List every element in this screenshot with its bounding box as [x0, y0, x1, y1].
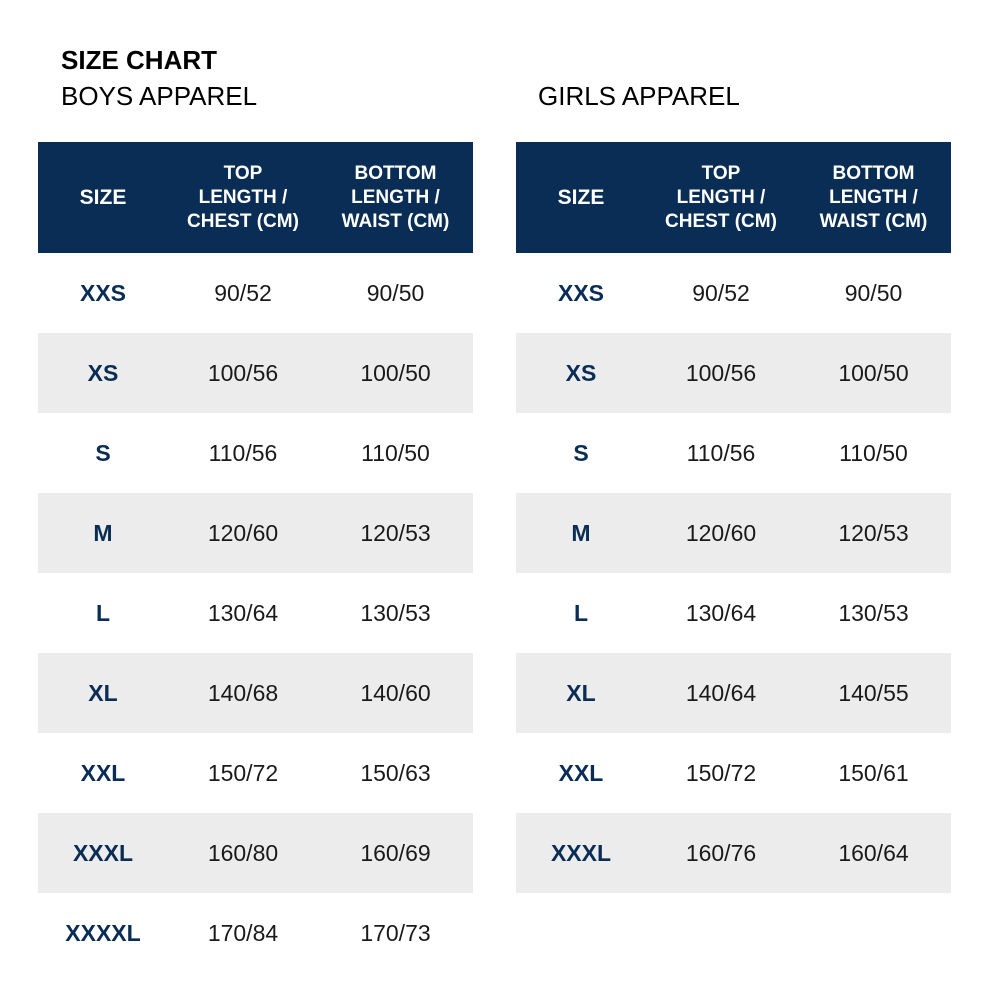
- top-cell: 160/76: [646, 813, 796, 893]
- header-line: CHEST (CM): [187, 210, 299, 232]
- size-column-header: SIZE: [38, 142, 168, 253]
- header-line: LENGTH /: [676, 186, 766, 208]
- bottom-cell: 160/69: [318, 813, 473, 893]
- size-cell: M: [516, 493, 646, 573]
- table-row: S 110/56 110/50: [516, 413, 951, 493]
- boys-section-title: BOYS APPAREL: [61, 81, 258, 111]
- top-cell: 120/60: [646, 493, 796, 573]
- bottom-cell: 140/60: [318, 653, 473, 733]
- bottom-cell: 130/53: [838, 599, 909, 626]
- header-line: LENGTH /: [829, 186, 918, 208]
- top-cell: 140/68: [168, 653, 318, 733]
- bottom-cell: 150/61: [838, 759, 909, 786]
- bottom-cell: 110/50: [839, 439, 908, 466]
- table-row: XXXL 160/80 160/69: [38, 813, 473, 893]
- table-row: XL 140/64 140/55: [516, 653, 951, 733]
- table-row: XS 100/56 100/50: [516, 333, 951, 413]
- top-cell: 90/52: [214, 279, 272, 306]
- table-row: M 120/60 120/53: [516, 493, 951, 573]
- size-cell: M: [38, 493, 168, 573]
- table-row: XXL 150/72 150/61: [516, 733, 951, 813]
- table-row: XXXL 160/76 160/64: [516, 813, 951, 893]
- table-row: XXS 90/52 90/50: [516, 253, 951, 333]
- table-row: M 120/60 120/53: [38, 493, 473, 573]
- size-cell: XL: [516, 653, 646, 733]
- top-cell: 90/52: [692, 279, 750, 306]
- size-cell: XXS: [557, 279, 605, 306]
- table-row: XXL 150/72 150/63: [38, 733, 473, 813]
- top-cell: 160/80: [168, 813, 318, 893]
- bottom-column-header: BOTTOM LENGTH / WAIST (CM): [318, 142, 473, 253]
- size-cell: XXL: [558, 759, 604, 786]
- top-column-header: TOP LENGTH / CHEST (CM): [646, 142, 796, 253]
- top-cell: 130/64: [207, 599, 279, 626]
- table-row: L 130/64 130/53: [38, 573, 473, 653]
- size-cell: XL: [38, 653, 168, 733]
- top-cell: 110/56: [208, 439, 278, 466]
- size-cell: XXXL: [516, 813, 646, 893]
- bottom-cell: 140/55: [796, 653, 951, 733]
- top-cell: 150/72: [207, 759, 279, 786]
- bottom-cell: 170/73: [360, 919, 431, 946]
- header-line: BOTTOM: [832, 162, 915, 184]
- girls-section-title: GIRLS APPAREL: [538, 81, 740, 111]
- size-cell: XS: [516, 333, 646, 413]
- size-column-header: SIZE: [516, 142, 646, 253]
- bottom-cell: 120/53: [796, 493, 951, 573]
- header-line: TOP: [223, 162, 263, 184]
- bottom-cell: 120/53: [318, 493, 473, 573]
- top-cell: 120/60: [168, 493, 318, 573]
- bottom-cell: 130/53: [360, 599, 431, 626]
- header-line: BOTTOM: [354, 162, 437, 184]
- girls-size-table: SIZE TOP LENGTH / CHEST (CM) BOTTOM LENG…: [516, 142, 951, 893]
- size-cell: L: [95, 599, 111, 626]
- bottom-column-header: BOTTOM LENGTH / WAIST (CM): [796, 142, 951, 253]
- table-row: XXXXL 170/84 170/73: [38, 893, 473, 973]
- size-cell: XXXXL: [65, 919, 141, 946]
- header-line: TOP: [701, 162, 741, 184]
- size-cell: S: [573, 439, 589, 466]
- size-cell: XXS: [79, 279, 127, 306]
- top-cell: 100/56: [168, 333, 318, 413]
- table-row: XXS 90/52 90/50: [38, 253, 473, 333]
- table-row: L 130/64 130/53: [516, 573, 951, 653]
- bottom-cell: 100/50: [796, 333, 951, 413]
- header-line: WAIST (CM): [341, 210, 450, 232]
- bottom-cell: 110/50: [361, 439, 430, 466]
- top-cell: 150/72: [685, 759, 757, 786]
- table-row: XS 100/56 100/50: [38, 333, 473, 413]
- bottom-cell: 100/50: [318, 333, 473, 413]
- header-line: CHEST (CM): [665, 210, 777, 232]
- bottom-cell: 90/50: [844, 279, 903, 306]
- header-line: LENGTH /: [351, 186, 440, 208]
- bottom-cell: 160/64: [796, 813, 951, 893]
- bottom-cell: 90/50: [366, 279, 425, 306]
- size-cell: XXXL: [38, 813, 168, 893]
- table-header-row: SIZE TOP LENGTH / CHEST (CM) BOTTOM LENG…: [38, 142, 473, 253]
- top-cell: 110/56: [686, 439, 756, 466]
- top-cell: 100/56: [646, 333, 796, 413]
- table-row: S 110/56 110/50: [38, 413, 473, 493]
- top-cell: 130/64: [685, 599, 757, 626]
- bottom-cell: 150/63: [360, 759, 431, 786]
- size-cell: S: [95, 439, 111, 466]
- table-row: XL 140/68 140/60: [38, 653, 473, 733]
- top-cell: 170/84: [207, 919, 279, 946]
- boys-size-table: SIZE TOP LENGTH / CHEST (CM) BOTTOM LENG…: [38, 142, 473, 973]
- header-line: LENGTH /: [198, 186, 288, 208]
- top-column-header: TOP LENGTH / CHEST (CM): [168, 142, 318, 253]
- size-cell: XXL: [80, 759, 126, 786]
- size-cell: L: [573, 599, 589, 626]
- header-line: WAIST (CM): [819, 210, 928, 232]
- table-header-row: SIZE TOP LENGTH / CHEST (CM) BOTTOM LENG…: [516, 142, 951, 253]
- page-title: SIZE CHART: [61, 45, 217, 75]
- size-cell: XS: [38, 333, 168, 413]
- top-cell: 140/64: [646, 653, 796, 733]
